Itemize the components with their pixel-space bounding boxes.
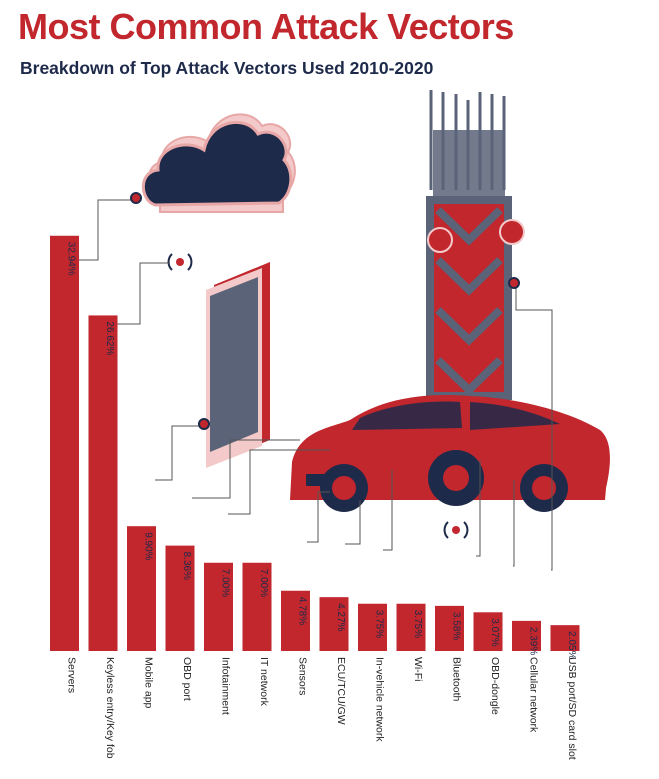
value-label: 26.62% [104,321,115,355]
value-label: 2.39% [528,627,539,655]
bar-mobile-app [127,526,156,651]
category-label: Cellular network [528,657,540,733]
category-label: USB port/SD card slot [566,657,578,760]
category-label: Wi-Fi [412,657,424,682]
category-label: Sensors [297,657,309,696]
bar-obd-port [165,545,195,651]
value-label: 3.75% [412,610,423,638]
value-label: 2.05% [566,631,577,659]
value-labels-group: 32.94% 26.62% 9.90% 8.36% 7.00% 7.00% 4.78% 4.2… [66,242,578,660]
smartphone-icon [206,262,270,468]
value-label: 4.27% [335,603,346,631]
bar-servers [50,235,79,652]
category-label: Bluetooth [451,657,463,702]
value-label: 3.58% [451,612,462,640]
signal-icon [167,253,469,539]
chart-title: Most Common Attack Vectors [18,6,514,47]
value-label: 8.36% [181,552,192,580]
category-label: IT network [258,657,270,707]
bar-keyless-entry-key-fob [88,315,118,651]
bar-usb-port-sd-card-slot [550,625,580,651]
category-label: OBD port [181,657,193,701]
bar-ecu-tcu-gw [319,597,349,651]
bar-obd-dongle [473,612,503,651]
value-label: 7.00% [220,569,231,597]
value-label: 3.07% [489,618,500,646]
value-label: 3.75% [374,610,385,638]
category-label: Infotainment [220,657,232,715]
value-label: 7.00% [258,569,269,597]
category-label: Mobile app [143,657,155,709]
chart-subtitle: Breakdown of Top Attack Vectors Used 201… [20,58,434,78]
category-label: OBD-dongle [489,657,501,715]
bar-wi-fi [396,603,426,651]
bar-sensors [281,590,310,651]
bar-it-network [242,562,272,651]
category-labels-group: Servers Keyless entry/Key fob Mobile app OB… [66,657,579,760]
category-label: Keyless entry/Key fob [104,657,116,759]
value-label: 32.94% [66,242,77,276]
value-label: 9.90% [143,532,154,560]
cell-tower-icon [426,90,525,400]
bar-cellular-network [512,620,541,651]
connector-lines [79,199,553,571]
bars-group [50,235,580,652]
car-icon [290,395,610,512]
value-label: 4.78% [297,597,308,625]
cloud-icon [141,113,296,213]
bar-in-vehicle-network [358,603,387,651]
category-label: Servers [66,657,78,693]
category-label: ECU/TCU/GW [335,657,347,725]
bar-infotainment [204,562,233,651]
bar-bluetooth [435,605,464,651]
category-label: In-vehicle network [374,657,386,742]
